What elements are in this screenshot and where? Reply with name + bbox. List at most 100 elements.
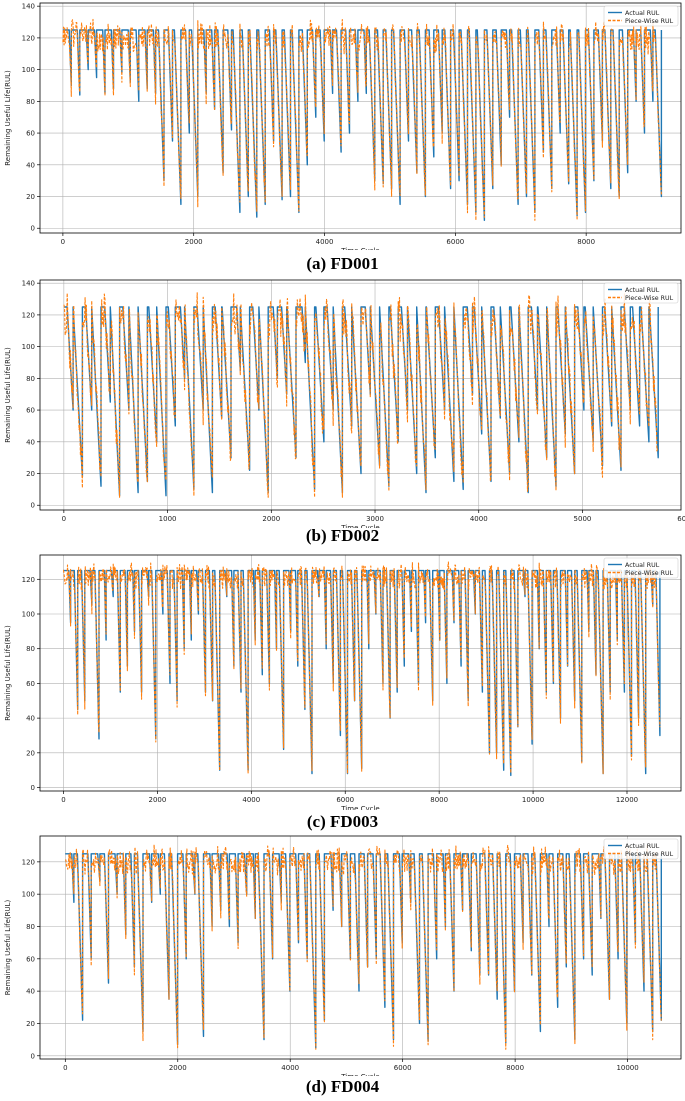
plot-area-frame [39, 279, 682, 511]
y-tick-label: 20 [26, 193, 35, 201]
legend-label-piece-wise-rul: Piece-Wise RUL [625, 295, 674, 302]
x-tick-label: 4000 [316, 238, 334, 246]
plot-area-frame [39, 2, 682, 234]
y-tick-label: 20 [26, 749, 35, 757]
chart-svg-fd002: 0 20 40 60 80 100 120 140 0 1000 2000 3000 4000 5000 6… [4, 279, 685, 528]
y-tick-label: 20 [26, 1020, 35, 1028]
x-tick-label: 6000 [336, 796, 354, 804]
y-tick-label: 120 [22, 576, 35, 584]
chart-svg-fd003: 0 20 40 60 80 100 120 0 2000 4000 6000 8000 10000 120… [4, 554, 682, 810]
y-axis-label: Remaining Useful Life(RUL) [4, 347, 12, 443]
y-axis-label: Remaining Useful Life(RUL) [4, 625, 12, 721]
y-tick-label: 100 [22, 891, 35, 899]
x-tick-label: 2000 [185, 238, 203, 246]
x-axis-label: Time Cycle [340, 1073, 380, 1076]
x-tick-label: 5000 [574, 515, 592, 523]
x-axis-label: Time Cycle [340, 524, 380, 528]
legend-label-piece-wise-rul: Piece-Wise RUL [625, 570, 674, 577]
y-tick-label: 0 [31, 225, 35, 233]
y-tick-label: 140 [22, 3, 35, 11]
chart-panel-fd003: 0 20 40 60 80 100 120 0 2000 4000 6000 8000 10000 120… [0, 548, 685, 834]
y-tick-label: 40 [26, 715, 35, 723]
y-tick-label: 120 [22, 858, 35, 866]
legend-box [603, 557, 679, 579]
y-tick-label: 0 [31, 1052, 35, 1060]
x-tick-label: 0 [61, 238, 65, 246]
x-tick-label: 8000 [506, 1064, 524, 1072]
legend-label-piece-wise-rul: Piece-Wise RUL [625, 851, 674, 858]
y-tick-label: 0 [31, 502, 35, 510]
chart-svg-fd001: 0 20 40 60 80 100 120 140 0 2000 4000 6000 8000 Time … [4, 2, 682, 250]
x-tick-label: 6000 [677, 515, 685, 523]
series-piece-wise-rul-line [63, 292, 659, 498]
y-tick-label: 40 [26, 988, 35, 996]
series-piece-wise-rul-line [62, 18, 662, 221]
y-axis-label: Remaining Useful Life(RUL) [4, 70, 12, 166]
x-tick-label: 0 [61, 796, 65, 804]
legend-label-actual-rul: Actual RUL [625, 562, 660, 569]
legend-label-actual-rul: Actual RUL [625, 843, 660, 850]
legend-box [603, 282, 679, 304]
x-tick-label: 10000 [522, 796, 544, 804]
y-tick-label: 100 [22, 343, 35, 351]
x-tick-label: 4000 [242, 796, 260, 804]
y-tick-label: 60 [26, 130, 35, 138]
chart-panel-fd001: 0 20 40 60 80 100 120 140 0 2000 4000 6000 8000 Time … [0, 0, 685, 278]
y-tick-label: 60 [26, 680, 35, 688]
x-tick-label: 8000 [577, 238, 595, 246]
chart-svg-fd004: 0 20 40 60 80 100 120 0 2000 4000 6000 8000 10000 Tim… [4, 835, 682, 1076]
chart-caption-fd001: (a) FD001 [306, 254, 379, 273]
y-tick-label: 120 [22, 311, 35, 319]
series-actual-rul-line [62, 29, 663, 221]
y-tick-label: 0 [31, 784, 35, 792]
x-tick-label: 4000 [281, 1064, 299, 1072]
y-tick-label: 80 [26, 923, 35, 931]
legend-box [603, 838, 679, 860]
legend-box [603, 5, 679, 27]
x-axis-label: Time Cycle [340, 805, 380, 810]
x-tick-label: 0 [62, 515, 66, 523]
y-tick-label: 80 [26, 645, 35, 653]
legend-label-piece-wise-rul: Piece-Wise RUL [625, 18, 674, 25]
x-tick-label: 6000 [446, 238, 464, 246]
chart-caption-fd002: (b) FD002 [305, 526, 380, 545]
x-tick-label: 2000 [169, 1064, 187, 1072]
x-tick-label: 2000 [262, 515, 280, 523]
y-tick-label: 120 [22, 34, 35, 42]
x-tick-label: 10000 [616, 1064, 638, 1072]
chart-panel-fd004: 0 20 40 60 80 100 120 0 2000 4000 6000 8000 10000 Tim… [0, 834, 685, 1101]
x-tick-label: 2000 [148, 796, 166, 804]
y-tick-label: 40 [26, 161, 35, 169]
grid-lines [40, 555, 681, 791]
legend-label-actual-rul: Actual RUL [625, 10, 660, 17]
y-tick-label: 40 [26, 438, 35, 446]
x-tick-label: 1000 [159, 515, 177, 523]
x-tick-label: 3000 [366, 515, 384, 523]
x-tick-label: 12000 [616, 796, 638, 804]
x-tick-label: 8000 [430, 796, 448, 804]
series-piece-wise-rul-line [62, 561, 661, 775]
chart-panel-fd002: 0 20 40 60 80 100 120 140 0 1000 2000 3000 4000 5000 6… [0, 278, 685, 548]
y-tick-label: 80 [26, 98, 35, 106]
y-tick-label: 80 [26, 375, 35, 383]
series-piece-wise-rul-line [65, 844, 662, 1050]
x-tick-label: 0 [63, 1064, 67, 1072]
plot-area-frame [39, 835, 682, 1060]
grid-lines [40, 836, 681, 1059]
chart-caption-fd003: (c) FD003 [306, 812, 379, 831]
y-axis-label: Remaining Useful Life(RUL) [4, 899, 12, 995]
y-tick-label: 60 [26, 407, 35, 415]
legend-label-actual-rul: Actual RUL [625, 287, 660, 294]
x-tick-label: 6000 [394, 1064, 412, 1072]
y-tick-label: 140 [22, 280, 35, 288]
y-tick-label: 100 [22, 66, 35, 74]
x-axis-label: Time Cycle [340, 247, 380, 250]
chart-caption-fd004: (d) FD004 [305, 1077, 380, 1096]
y-tick-label: 20 [26, 470, 35, 478]
y-tick-label: 60 [26, 955, 35, 963]
plot-area-frame [39, 554, 682, 792]
